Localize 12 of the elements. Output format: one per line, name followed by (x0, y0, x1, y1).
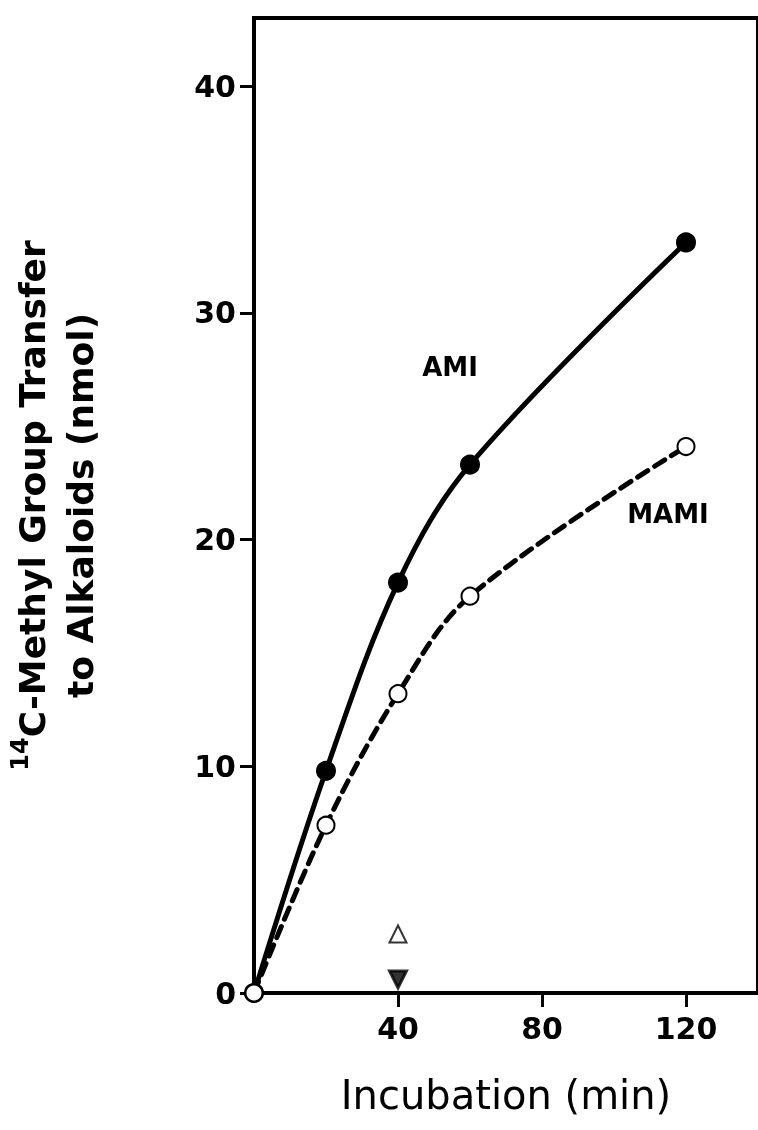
series-label: MAMI (627, 499, 709, 530)
series-label: AMI (422, 351, 478, 382)
x-tick-label: 120 (654, 1010, 718, 1046)
y-axis-title: 14C-Methyl Group Transfer to Alkaloids (nmol) (6, 240, 101, 771)
x-tick-label: 80 (521, 1010, 563, 1046)
y-tick-label: 20 (194, 522, 236, 558)
x-axis-title: Incubation (min) (340, 1072, 672, 1118)
y-tick-label: 10 (194, 748, 236, 784)
y-tick-label: 40 (194, 68, 236, 104)
y-tick-label: 30 (194, 295, 236, 331)
x-tick-label: 40 (377, 1010, 419, 1046)
y-tick-label: 0 (215, 975, 236, 1011)
